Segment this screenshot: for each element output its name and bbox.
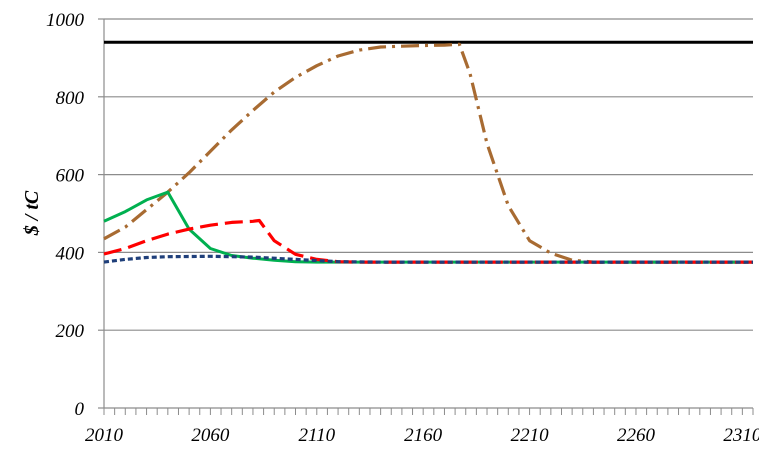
series-layer	[103, 40, 753, 264]
x-tick-label-2010: 2010	[85, 425, 124, 446]
y-tick-label-600: 600	[56, 166, 85, 187]
plot-background	[104, 19, 753, 408]
plot-area	[104, 19, 753, 408]
x-tick-label-2210: 2210	[511, 425, 550, 446]
y-tick-label-800: 800	[56, 88, 85, 109]
y-tick-label-400: 400	[56, 243, 85, 264]
series-line-3	[103, 190, 753, 264]
x-tick-label-2110: 2110	[298, 425, 335, 446]
series-line-5	[103, 254, 753, 264]
series-line-2	[103, 42, 753, 264]
x-tick-label-2060: 2060	[191, 425, 230, 446]
y-tick-label-200: 200	[56, 321, 85, 342]
y-tick-label-0: 0	[75, 399, 85, 420]
series-line-4	[103, 218, 753, 264]
y-tick-labels: 0 200 400 600 800 1000	[46, 10, 85, 420]
x-tick-label-2310: 2310	[723, 425, 759, 446]
x-tick-labels: 2010 2060 2110 2160 2210 2260 2310	[85, 425, 759, 446]
x-tick-label-2160: 2160	[404, 425, 443, 446]
x-tick-label-2260: 2260	[617, 425, 656, 446]
axes	[98, 18, 754, 415]
y-axis-title: $ / tC	[21, 190, 43, 236]
gridlines	[104, 18, 753, 331]
y-tick-label-1000: 1000	[46, 10, 85, 31]
